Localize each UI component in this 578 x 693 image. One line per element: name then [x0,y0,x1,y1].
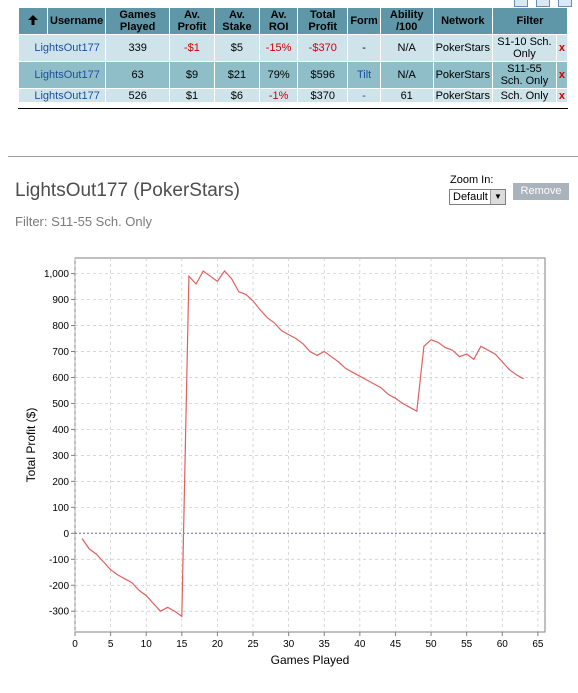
av-profit-cell: -$1 [169,34,215,62]
x-tick-label: 65 [532,639,544,650]
network-cell: PokerStars [432,34,493,62]
form-cell: Tilt [347,61,381,89]
username-link[interactable]: LightsOut177 [17,88,107,103]
remove-row-icon[interactable]: x [555,61,569,89]
x-tick-label: 45 [390,639,402,650]
profit-chart: 0 5 10 15 20 25 30 35 40 45 50 55 60 65 -300 -200 -100 0 1… [24,257,546,667]
col-total-profit[interactable]: Total Profit [297,7,349,35]
x-tick-label: 35 [319,639,331,650]
av-profit-cell: $9 [169,61,215,89]
zoom-label: Zoom In: [450,174,494,186]
remove-row-icon[interactable]: x [555,88,569,103]
av-stake-cell: $5 [213,34,261,62]
filter-description: Filter: S11-55 Sch. Only [15,214,153,229]
col-av-roi[interactable]: Av. ROI [259,7,299,35]
x-tick-label: 20 [212,639,224,650]
y-tick-label: 500 [52,399,69,410]
av-roi-cell: 79% [259,61,299,89]
y-tick-label: -300 [49,607,69,618]
section-divider [8,156,578,157]
chevron-down-icon[interactable]: ▼ [490,190,505,204]
zoom-select-value: Default [453,191,488,203]
refresh-icon[interactable] [558,0,572,7]
col-network[interactable]: Network [432,7,493,35]
col-av-stake[interactable]: Av. Stake [213,7,261,35]
form-cell: - [347,34,381,62]
remove-row-icon[interactable]: x [555,34,569,62]
network-cell: PokerStars [432,88,493,103]
filter-cell: S11-55 Sch. Only [491,61,557,89]
games-played-cell: 526 [105,88,171,103]
filter-cell: Sch. Only [491,88,557,103]
av-roi-cell: -1% [259,88,299,103]
y-tick-label: 700 [52,347,69,358]
col-av-profit[interactable]: Av. Profit [169,7,215,35]
x-tick-label: 25 [247,639,259,650]
print-icon[interactable] [536,0,550,7]
col-filter[interactable]: Filter [491,7,569,35]
y-tick-label: 1,000 [44,269,69,280]
profit-line [81,270,524,618]
x-tick-label: 55 [461,639,473,650]
av-roi-cell: -15% [259,34,299,62]
username-link[interactable]: LightsOut177 [17,61,107,89]
y-tick-label: 0 [63,529,69,540]
total-profit-cell: -$370 [297,34,349,62]
table-row[interactable]: LightsOut177 63 $9 $21 79% $596 Tilt N/A… [17,61,569,89]
games-played-cell: 63 [105,61,171,89]
series-group [81,270,524,618]
y-tick-label: 600 [52,373,69,384]
ability-cell: N/A [379,61,434,89]
x-tick-label: 40 [354,639,366,650]
x-tick-label: 60 [497,639,509,650]
x-tick-label: 50 [425,639,437,650]
col-games-played[interactable]: Games Played [105,7,171,35]
network-cell: PokerStars [432,61,493,89]
total-profit-cell: $370 [297,88,349,103]
export-icon[interactable] [514,0,528,7]
player-stats-table: Username Games Played Av. Profit Av. Sta… [17,7,569,103]
form-cell: - [347,88,381,103]
col-ability[interactable]: Ability /100 [379,7,434,35]
ability-cell: N/A [379,34,434,62]
games-played-cell: 339 [105,34,171,62]
x-tick-label: 0 [72,639,78,650]
y-axis-title: Total Profit ($) [24,408,38,483]
player-title: LightsOut177 (PokerStars) [15,180,240,201]
col-form[interactable]: Form [347,7,381,35]
y-tick-label: -200 [49,581,69,592]
ability-cell: 61 [379,88,434,103]
table-header-row: Username Games Played Av. Profit Av. Sta… [18,7,569,35]
y-tick-label: 400 [52,425,69,436]
grid-lines [74,258,545,632]
remove-button[interactable]: Remove [513,183,569,200]
table-row[interactable]: LightsOut177 526 $1 $6 -1% $370 - 61 Pok… [17,88,569,103]
table-row[interactable]: LightsOut177 339 -$1 $5 -15% -$370 - N/A… [17,34,569,62]
plot-area [74,257,546,633]
av-stake-cell: $6 [213,88,261,103]
x-tick-label: 15 [176,639,188,650]
col-username[interactable]: Username [46,7,107,35]
x-tick-label: 10 [141,639,153,650]
filter-cell: S1-10 Sch. Only [491,34,557,62]
zoom-select[interactable]: Default ▼ [449,189,506,205]
y-tick-label: 800 [52,321,69,332]
av-profit-cell: $1 [169,88,215,103]
y-tick-label: 300 [52,451,69,462]
y-tick-label: 100 [52,503,69,514]
username-link[interactable]: LightsOut177 [17,34,107,62]
y-tick-label: 900 [52,295,69,306]
sort-arrow-icon[interactable] [18,7,48,35]
av-stake-cell: $21 [213,61,261,89]
y-tick-label: -100 [49,555,69,566]
toolbar-icons [514,0,572,7]
table-bottom-border [18,108,568,109]
x-tick-label: 5 [108,639,114,650]
axis-ticks: 0 5 10 15 20 25 30 35 40 45 50 55 60 65 -300 -200 -100 0 1… [44,269,544,650]
y-tick-label: 200 [52,477,69,488]
x-tick-label: 30 [283,639,295,650]
total-profit-cell: $596 [297,61,349,89]
x-axis-title: Games Played [271,653,350,667]
